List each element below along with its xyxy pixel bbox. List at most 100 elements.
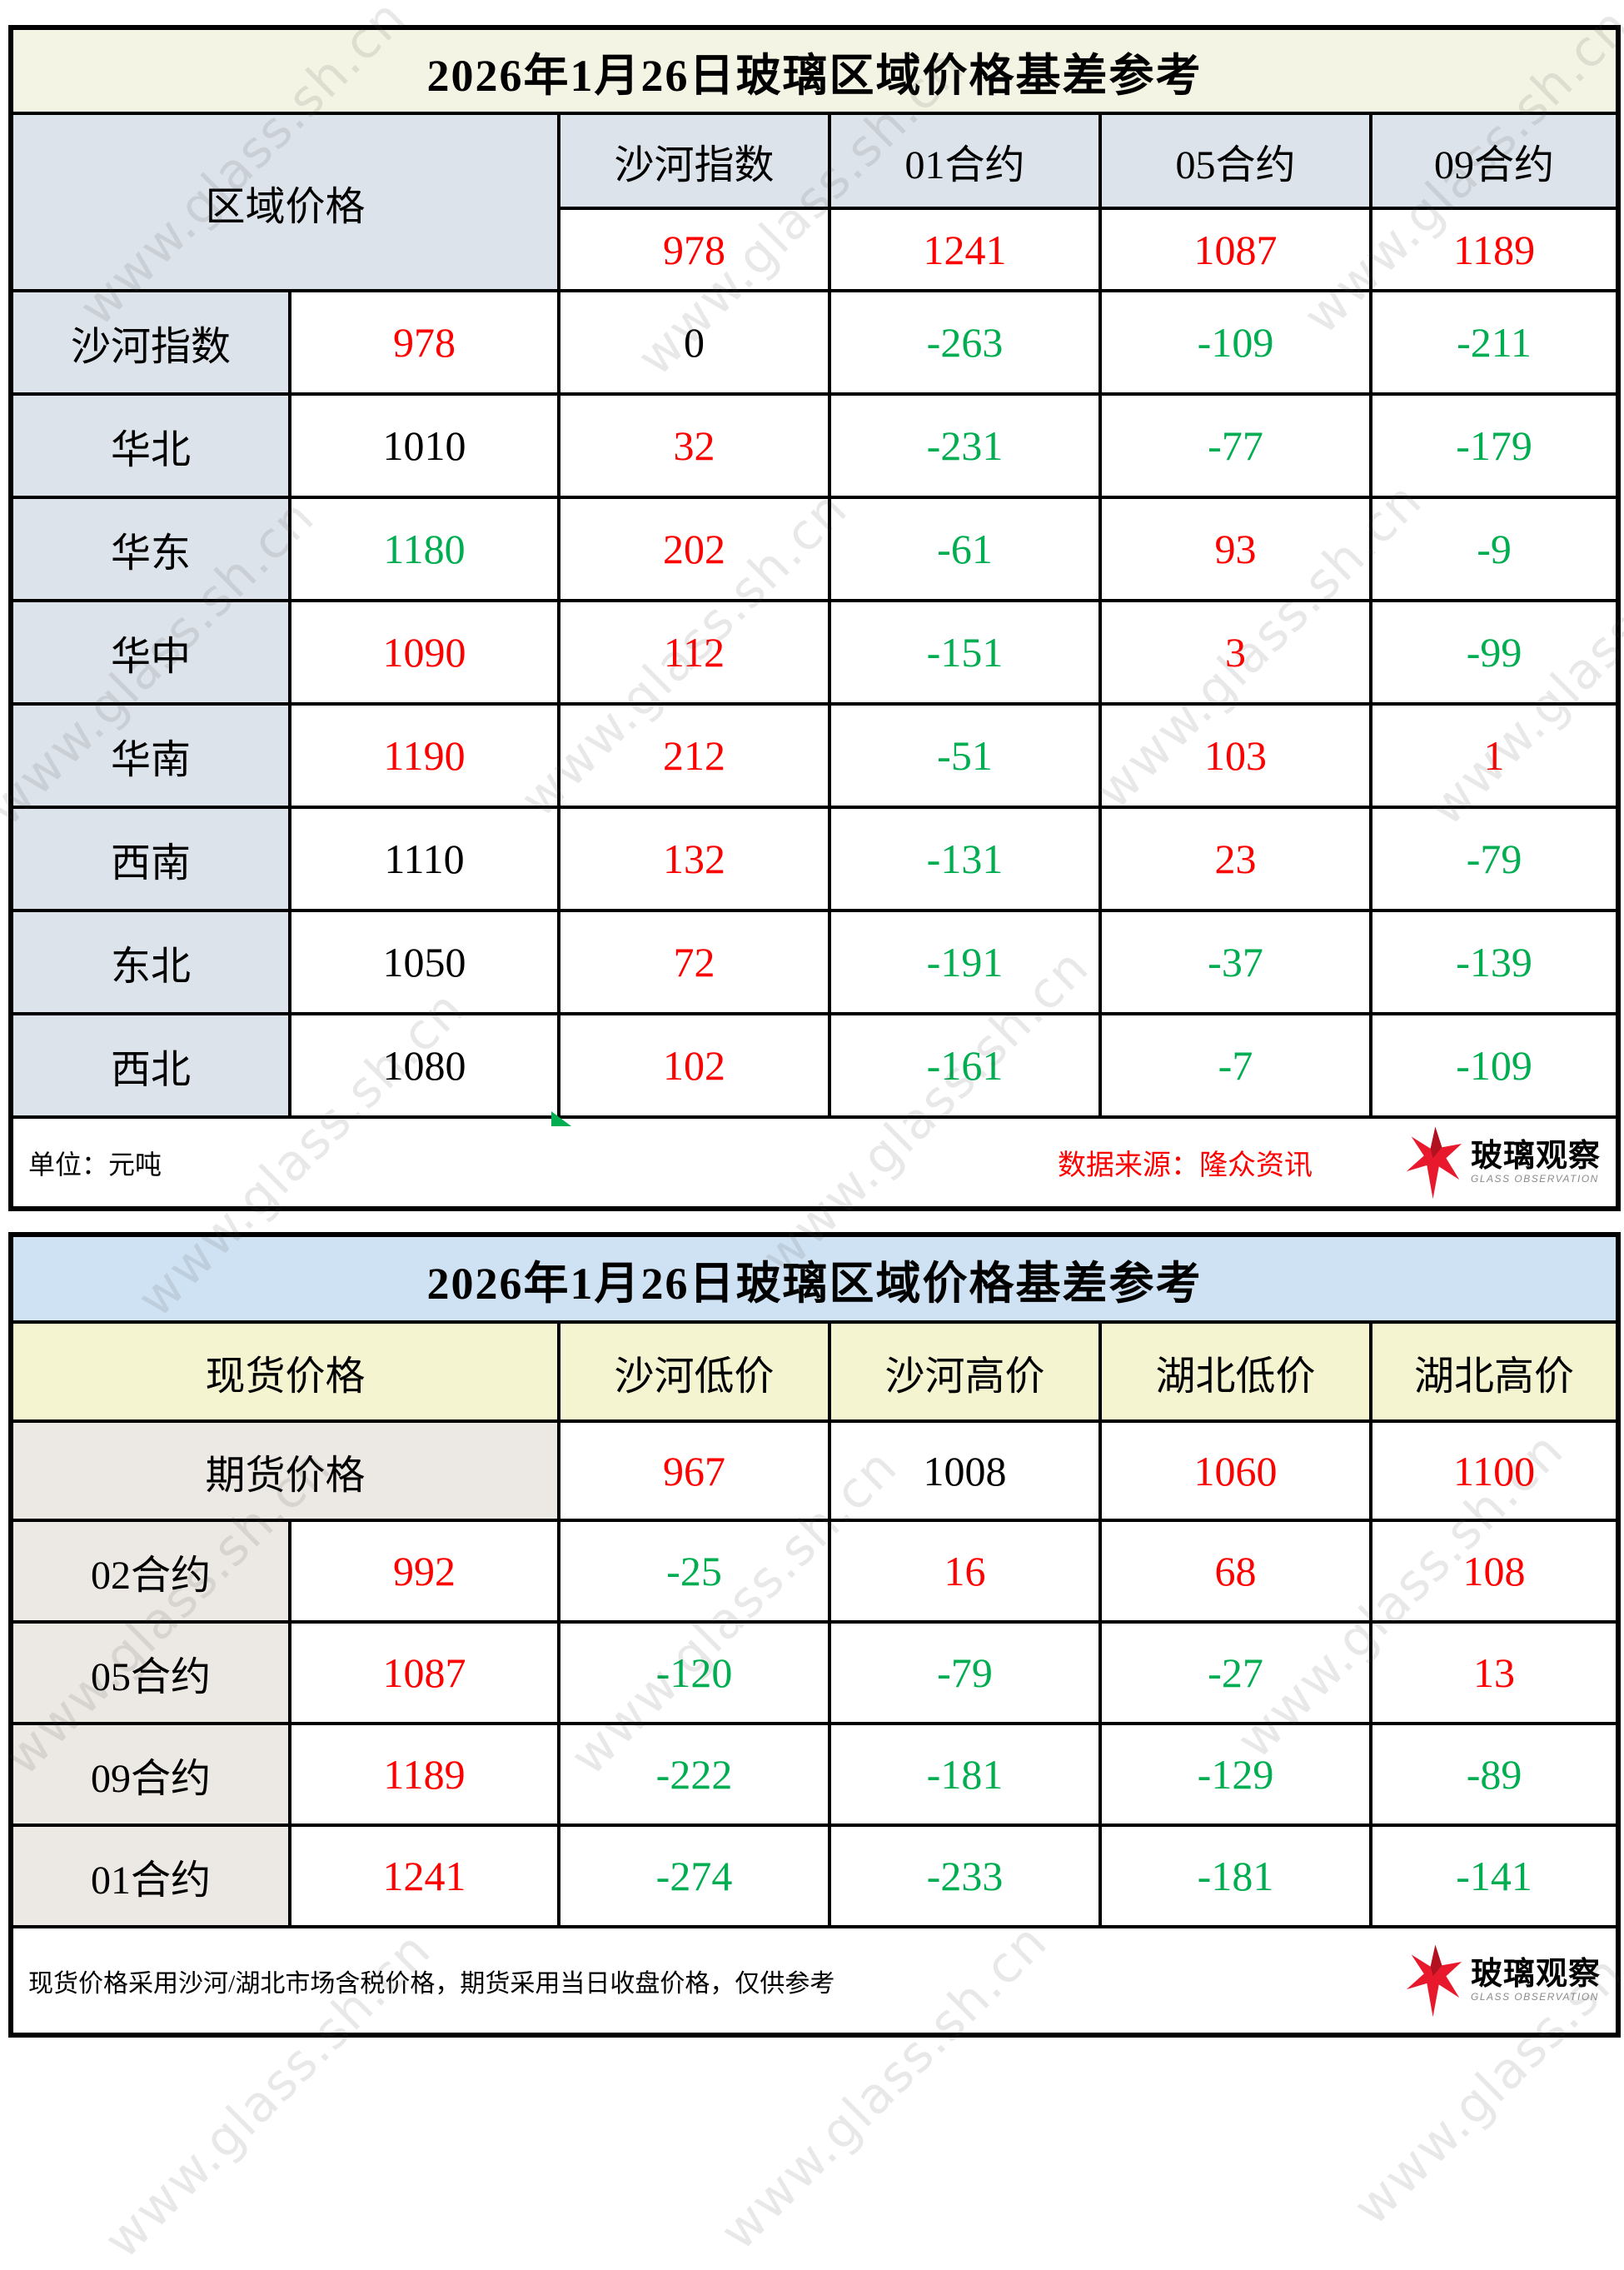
basis-value: -109: [1098, 289, 1372, 396]
basis-value: -129: [1098, 1722, 1372, 1827]
contract-price: 1087: [288, 1620, 560, 1725]
basis-value: -99: [1368, 599, 1621, 706]
region-row-central-china: 华中 1090 112 -151 3 -99: [9, 599, 1621, 706]
basis-value: 93: [1098, 496, 1372, 602]
region-row-northeast: 东北 1050 72 -191 -37 -139: [9, 909, 1621, 1015]
basis-value: 68: [1098, 1519, 1372, 1624]
basis-value: -141: [1368, 1823, 1621, 1928]
basis-value: -274: [557, 1823, 831, 1928]
basis-value: 132: [557, 806, 831, 912]
basis-value: -211: [1368, 289, 1621, 396]
futures-price-contract-01: 1241: [828, 207, 1102, 292]
glass-observation-logo: 玻璃观察 GLASS OBSERVATION: [1404, 1943, 1601, 2018]
spot-price: 978: [288, 289, 560, 396]
table1-title: 2026年1月26日玻璃区域价格基差参考: [8, 26, 1621, 115]
spot-futures-basis-table: 2026年1月26日玻璃区域价格基差参考 现货价格 沙河低价 沙河高价 湖北低价…: [8, 1232, 1622, 2038]
basis-value: -181: [1098, 1823, 1372, 1928]
spot-price-hubei-high: 1100: [1368, 1419, 1621, 1522]
contract-label: 01合约: [9, 1823, 291, 1928]
region-row-south-china: 华南 1190 212 -51 103 1: [9, 702, 1621, 809]
basis-value: 202: [557, 496, 831, 602]
region-row-northwest: 西北 1080 102 -161 -7 -109: [9, 1012, 1621, 1119]
contract-row-09: 09合约 1189 -222 -181 -129 -89: [9, 1722, 1621, 1827]
contract-label: 09合约: [9, 1722, 291, 1827]
spot-price-shahe-high: 1008: [828, 1419, 1102, 1522]
basis-value: 212: [557, 702, 831, 809]
region-label: 华中: [9, 599, 291, 706]
basis-value: -9: [1368, 496, 1621, 602]
table2-title-row: 2026年1月26日玻璃区域价格基差参考: [8, 1233, 1621, 1324]
spot-price: 1190: [288, 702, 560, 809]
basis-value: -131: [828, 806, 1102, 912]
basis-value: 32: [557, 392, 831, 499]
futures-price-shahe-index: 978: [557, 207, 831, 292]
basis-value: -37: [1098, 909, 1372, 1015]
region-row-southwest: 西南 1110 132 -131 23 -79: [9, 806, 1621, 912]
region-label: 西北: [9, 1012, 291, 1119]
contract-label: 05合约: [9, 1620, 291, 1725]
region-row-north-china: 华北 1010 32 -231 -77 -179: [9, 392, 1621, 499]
data-source-note: 数据来源：隆众资讯: [1058, 1150, 1313, 1181]
spot-price: 1110: [288, 806, 560, 912]
column-header-contract-05: 05合约: [1098, 112, 1372, 210]
basis-value: -109: [1368, 1012, 1621, 1119]
basis-value: -233: [828, 1823, 1102, 1928]
table1-corner-label: 区域价格: [9, 112, 560, 292]
basis-value: -191: [828, 909, 1102, 1015]
basis-value: -161: [828, 1012, 1102, 1119]
spot-price-hubei-low: 1060: [1098, 1419, 1372, 1522]
region-label: 沙河指数: [9, 289, 291, 396]
contract-row-05: 05合约 1087 -120 -79 -27 13: [9, 1620, 1621, 1725]
column-header-hubei-low: 湖北低价: [1098, 1320, 1372, 1423]
logo-star-icon: [1404, 1125, 1464, 1200]
basis-value: 112: [557, 599, 831, 706]
basis-value: -79: [1368, 806, 1621, 912]
futures-price-contract-09: 1189: [1368, 207, 1621, 292]
logo-subtitle: GLASS OBSERVATION: [1471, 1173, 1599, 1185]
regional-basis-table: 2026年1月26日玻璃区域价格基差参考 区域价格 沙河指数 01合约 05合约…: [8, 25, 1622, 1211]
table2-title: 2026年1月26日玻璃区域价格基差参考: [8, 1233, 1621, 1324]
contract-price: 1189: [288, 1722, 560, 1827]
futures-price-label: 期货价格: [9, 1419, 560, 1522]
region-label: 东北: [9, 909, 291, 1015]
unit-note: 单位：元吨: [28, 1149, 162, 1180]
spot-price: 1090: [288, 599, 560, 706]
spot-price-shahe-low: 967: [557, 1419, 831, 1522]
region-row-shahe-index: 沙河指数 978 0 -263 -109 -211: [9, 289, 1621, 396]
basis-value: -263: [828, 289, 1102, 396]
basis-value: -7: [1098, 1012, 1372, 1119]
column-header-shahe-index: 沙河指数: [557, 112, 831, 210]
basis-value: -120: [557, 1620, 831, 1725]
basis-value: 72: [557, 909, 831, 1015]
column-header-shahe-high: 沙河高价: [828, 1320, 1102, 1423]
spot-price: 1080: [288, 1012, 560, 1119]
contract-row-02: 02合约 992 -25 16 68 108: [9, 1519, 1621, 1624]
green-triangle-artifact: [551, 1111, 571, 1126]
basis-value: -89: [1368, 1722, 1621, 1827]
basis-value: 13: [1368, 1620, 1621, 1725]
basis-value: 108: [1368, 1519, 1621, 1624]
region-label: 华东: [9, 496, 291, 602]
basis-value: -231: [828, 392, 1102, 499]
table2-header-row: 现货价格 沙河低价 沙河高价 湖北低价 湖北高价: [9, 1320, 1621, 1423]
spot-price: 1010: [288, 392, 560, 499]
futures-price-contract-05: 1087: [1098, 207, 1372, 292]
basis-value: 3: [1098, 599, 1372, 706]
basis-value: -179: [1368, 392, 1621, 499]
column-header-shahe-low: 沙河低价: [557, 1320, 831, 1423]
basis-value: -151: [828, 599, 1102, 706]
basis-value: -79: [828, 1620, 1102, 1725]
table2-corner-label: 现货价格: [9, 1320, 560, 1423]
column-header-hubei-high: 湖北高价: [1368, 1320, 1621, 1423]
table1-futures-price-row: 978 1241 1087 1189: [11, 207, 1621, 292]
logo-subtitle: GLASS OBSERVATION: [1471, 1991, 1599, 2003]
table1-header-row: 区域价格 沙河指数 01合约 05合约 09合约: [9, 112, 1621, 292]
basis-value: 0: [557, 289, 831, 396]
basis-value: 103: [1098, 702, 1372, 809]
table1-footer-row: 单位：元吨 数据来源：隆众资讯 玻璃观察 GLASS OBSERVATION: [8, 1115, 1621, 1210]
glass-observation-logo: 玻璃观察 GLASS OBSERVATION: [1404, 1125, 1601, 1200]
basis-value: -77: [1098, 392, 1372, 499]
column-header-contract-01: 01合约: [828, 112, 1102, 210]
disclaimer-note: 现货价格采用沙河/湖北市场含税价格，期货采用当日收盘价格，仅供参考: [28, 1969, 835, 1998]
